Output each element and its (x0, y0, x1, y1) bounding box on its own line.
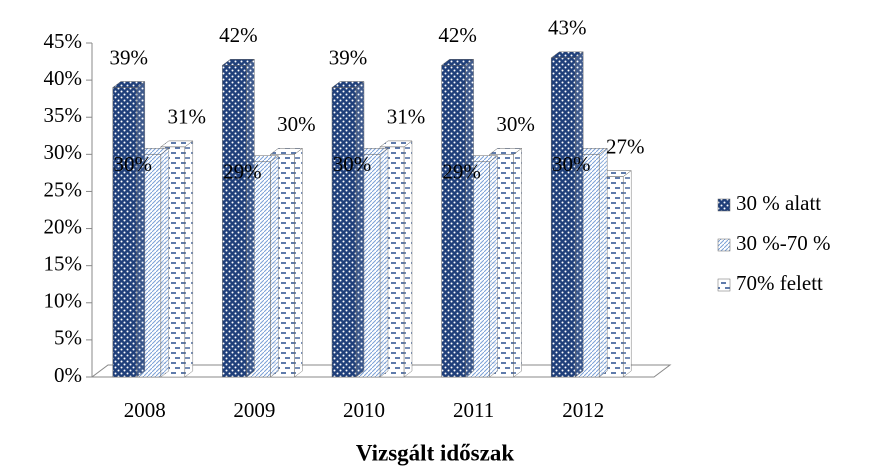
data-label: 30% (496, 112, 535, 136)
legend-label: 30 %-70 % (736, 231, 830, 255)
y-tick-label: 15% (44, 251, 83, 275)
data-label: 30% (333, 152, 372, 176)
y-tick-label: 10% (44, 289, 83, 313)
data-label: 43% (548, 16, 587, 40)
y-tick-label: 0% (54, 363, 82, 387)
bar-side (184, 140, 194, 378)
data-label: 42% (438, 23, 477, 47)
data-label: 42% (219, 23, 258, 47)
bar-side (403, 140, 413, 378)
data-label: 39% (329, 45, 368, 69)
data-label: 27% (606, 134, 645, 158)
y-tick-label: 20% (44, 214, 83, 238)
bar-side (489, 155, 498, 378)
bar-side (622, 170, 632, 378)
x-tick-label: 2011 (453, 398, 494, 422)
legend-swatch (717, 278, 731, 292)
data-label: 39% (110, 45, 149, 69)
bar-side (246, 58, 255, 378)
x-tick-label: 2010 (343, 398, 385, 422)
y-tick-label: 25% (44, 177, 83, 201)
legend-label: 70% felett (736, 271, 823, 295)
x-tick-label: 2008 (124, 398, 166, 422)
y-tick-label: 45% (44, 29, 83, 53)
data-label: 29% (442, 160, 481, 184)
bar (550, 57, 576, 378)
data-label: 29% (223, 160, 262, 184)
legend-swatch (717, 198, 731, 212)
bar-side (294, 147, 303, 378)
bar (441, 65, 466, 378)
y-tick-label: 40% (44, 66, 83, 90)
x-tick-label: 2012 (562, 398, 604, 422)
bar-side (379, 147, 389, 378)
bar-side (160, 147, 170, 378)
bar (222, 65, 247, 378)
x-axis-label: Vizsgált időszak (356, 440, 514, 465)
bar (331, 87, 357, 378)
bar-side (136, 81, 146, 378)
data-label: 31% (387, 105, 426, 129)
x-tick-label: 2009 (233, 398, 275, 422)
legend-label: 30 % alatt (736, 191, 821, 215)
bar-side (574, 51, 584, 378)
data-label: 30% (552, 152, 591, 176)
bar (112, 87, 138, 378)
data-label: 31% (168, 105, 207, 129)
data-label: 30% (277, 112, 316, 136)
bar-side (513, 147, 522, 378)
bar-side (270, 155, 279, 378)
y-tick-label: 35% (44, 103, 83, 127)
legend-swatch (717, 238, 731, 252)
y-tick-label: 5% (54, 326, 82, 350)
bar-side (465, 58, 474, 378)
y-tick-label: 30% (44, 140, 83, 164)
data-label: 30% (114, 152, 153, 176)
bar-side (355, 81, 365, 378)
bar-side (598, 147, 608, 378)
